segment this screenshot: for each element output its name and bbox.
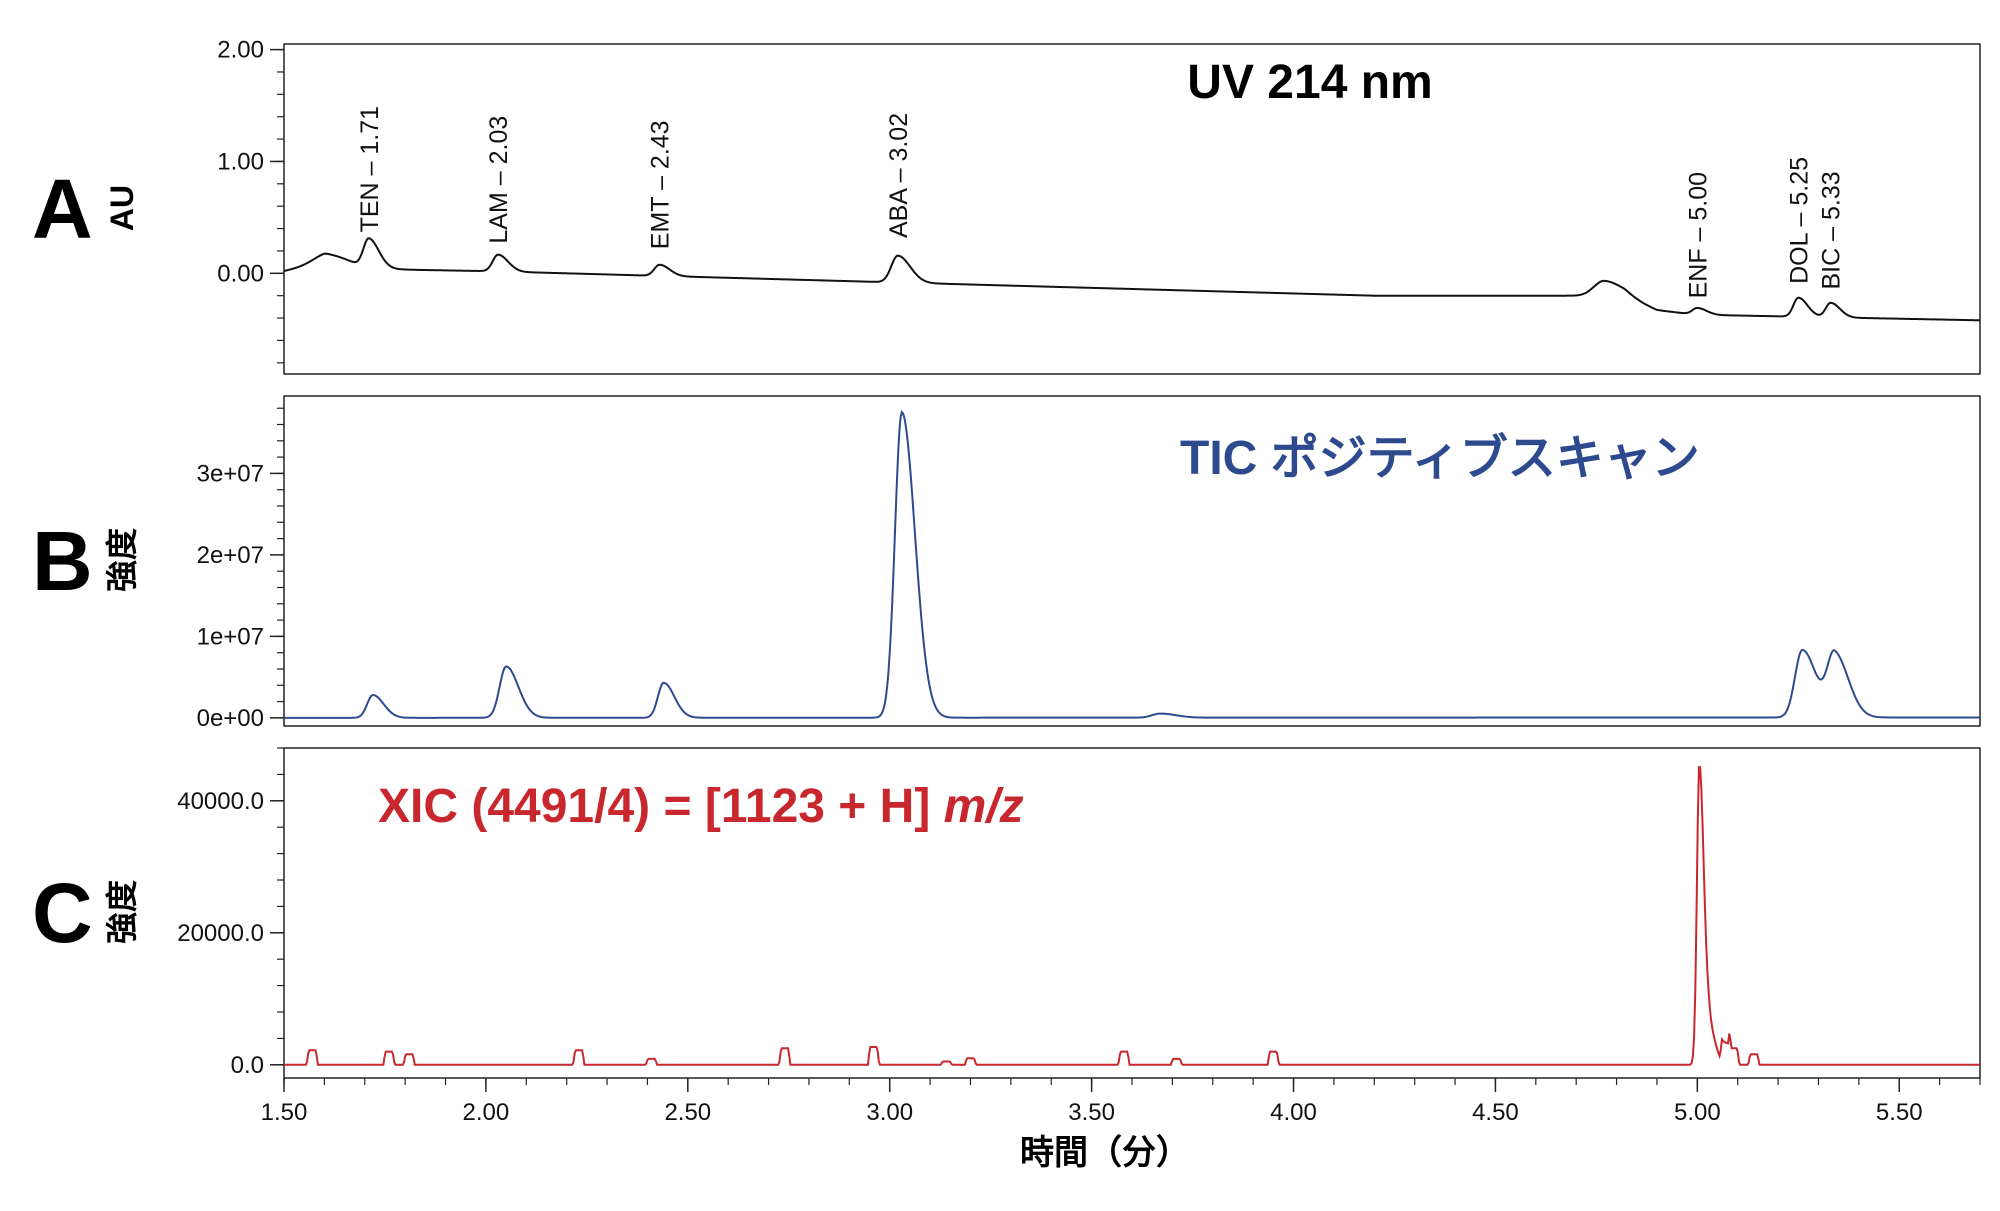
peak-label: ABA – 3.02 bbox=[885, 113, 913, 238]
panel-letter-b: B bbox=[32, 514, 93, 608]
panel-a-frame bbox=[283, 43, 1981, 375]
panel-c-annotation-italic: m/z bbox=[944, 780, 1024, 833]
x-tick-label: 2.00 bbox=[463, 1099, 510, 1126]
panel-c-annotation: XIC (4491/4) = [1123 + H] m/z bbox=[378, 780, 1024, 833]
x-tick-label: 4.50 bbox=[1472, 1099, 1519, 1126]
panel-c-ylabel: 強度 bbox=[104, 880, 140, 944]
x-tick-label: 2.50 bbox=[664, 1099, 711, 1126]
peak-label: ENF – 5.00 bbox=[1684, 172, 1712, 298]
x-axis-label: 時間（分） bbox=[1020, 1133, 1190, 1172]
x-tick-label: 3.00 bbox=[866, 1099, 913, 1126]
panel-letter-a: A bbox=[32, 162, 93, 256]
y-tick-label: 2.00 bbox=[217, 37, 264, 64]
panel-b-frame bbox=[283, 395, 1981, 727]
x-tick-label: 3.50 bbox=[1068, 1099, 1115, 1126]
y-tick-label: 40000.0 bbox=[177, 788, 264, 815]
y-tick-label: 0.0 bbox=[231, 1052, 264, 1079]
peak-label: TEN – 1.71 bbox=[356, 106, 384, 232]
y-tick-label: 0.00 bbox=[217, 260, 264, 287]
panel-letter-c: C bbox=[32, 866, 93, 960]
peak-label: DOL – 5.25 bbox=[1785, 157, 1813, 284]
x-tick-label: 5.50 bbox=[1876, 1099, 1923, 1126]
panel-c-annotation-main: XIC (4491/4) = [1123 + H] bbox=[378, 780, 944, 833]
panel-a-yaxis: 2.00 1.00 0.00 bbox=[217, 37, 284, 364]
peak-label: LAM – 2.03 bbox=[485, 116, 513, 244]
x-tick-label: 5.00 bbox=[1674, 1099, 1721, 1126]
y-tick-label: 1e+07 bbox=[197, 623, 264, 650]
panel-c-yaxis: 40000.0 20000.0 0.0 bbox=[177, 747, 284, 1079]
panel-b-ylabel: 強度 bbox=[104, 528, 140, 592]
panel-b-tic-chromatogram: B 強度 3e+07 2e+07 1e+07 0e+00 TIC ポジティブスキャン bbox=[32, 395, 1981, 732]
x-tick-label: 1.50 bbox=[261, 1099, 308, 1126]
y-tick-label: 0e+00 bbox=[197, 705, 264, 732]
y-tick-label: 2e+07 bbox=[197, 542, 264, 569]
panel-c-xic-trace bbox=[284, 766, 1980, 1066]
panel-b-tic-trace bbox=[284, 410, 1980, 719]
peak-label: EMT – 2.43 bbox=[647, 120, 675, 249]
y-tick-label: 3e+07 bbox=[197, 460, 264, 487]
panel-a-ylabel: AU bbox=[104, 185, 140, 231]
x-tick-label: 4.00 bbox=[1270, 1099, 1317, 1126]
panel-a-peak-labels: TEN – 1.71 LAM – 2.03 EMT – 2.43 ABA – 3.02… bbox=[356, 106, 1846, 298]
panel-a-uv-trace bbox=[283, 237, 1981, 322]
peak-label: BIC – 5.33 bbox=[1818, 171, 1846, 289]
x-axis-ticks: 1.50 2.00 2.50 3.00 3.50 4.00 4.50 5.00 5.50 bbox=[261, 1078, 1981, 1126]
panel-b-yaxis: 3e+07 2e+07 1e+07 0e+00 bbox=[197, 407, 284, 732]
panel-a-uv-chromatogram: A AU 2.00 1.00 0.00 TEN – 1.71 LAM – 2.03 EM… bbox=[32, 37, 1981, 375]
y-tick-label: 1.00 bbox=[217, 148, 264, 175]
panel-b-annotation: TIC ポジティブスキャン bbox=[1180, 431, 1700, 485]
panel-a-annotation: UV 214 nm bbox=[1187, 56, 1432, 109]
y-tick-label: 20000.0 bbox=[177, 920, 264, 947]
panel-c-xic-chromatogram: C 強度 40000.0 20000.0 0.0 XIC (4491/4) = [1… bbox=[32, 747, 1981, 1172]
